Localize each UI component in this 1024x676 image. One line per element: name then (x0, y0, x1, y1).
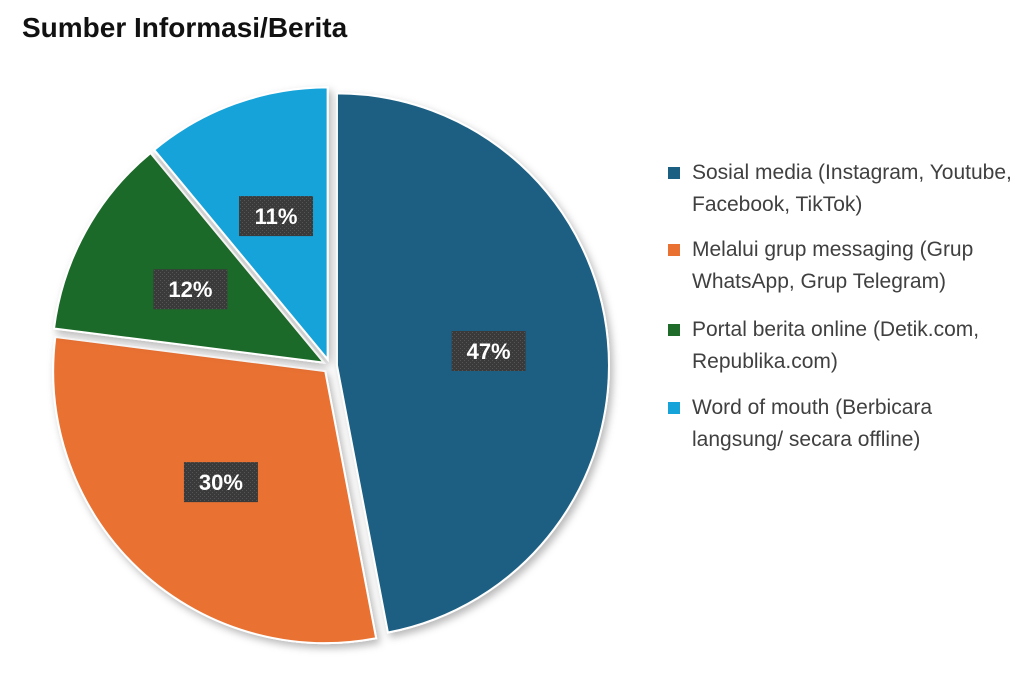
legend-swatch (668, 402, 680, 414)
data-label: 30% (199, 470, 243, 495)
legend-item-sosial-media: Sosial media (Instagram, Youtube, Facebo… (668, 157, 1012, 220)
pie-data-labels: 47% 30% 12% 11% (153, 196, 526, 503)
data-label-box (183, 462, 258, 503)
legend-label: Sosial media (Instagram, Youtube, Facebo… (692, 161, 1012, 216)
data-label: 12% (168, 277, 212, 302)
legend-label: Portal berita online (Detik.com, Republi… (692, 318, 980, 373)
legend-swatch (668, 324, 680, 336)
data-label-box (451, 331, 526, 372)
legend-label: Word of mouth (Berbicara langsung/ secar… (692, 396, 933, 451)
data-label: 47% (467, 339, 511, 364)
chart-title: Sumber Informasi/Berita (22, 12, 348, 43)
legend-label: Melalui grup messaging (Grup WhatsApp, G… (692, 238, 974, 293)
legend-swatch (668, 244, 680, 256)
legend-item-word-of-mouth: Word of mouth (Berbicara langsung/ secar… (668, 392, 1008, 455)
data-label: 11% (255, 204, 298, 229)
legend-item-grup-messaging: Melalui grup messaging (Grup WhatsApp, G… (668, 234, 1008, 297)
data-label-box (153, 269, 228, 310)
chart-legend: Sosial media (Instagram, Youtube, Facebo… (668, 157, 1012, 471)
data-label-box (239, 196, 314, 237)
pie-slice (52, 151, 327, 364)
legend-item-portal-berita: Portal berita online (Detik.com, Republi… (668, 314, 1008, 377)
legend-swatch (668, 167, 680, 179)
